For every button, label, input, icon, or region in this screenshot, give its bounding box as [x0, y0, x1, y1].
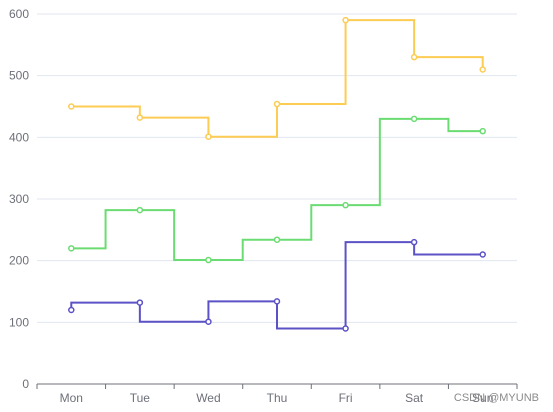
x-tick-label: Mon: [60, 391, 83, 405]
x-tick-label: Fri: [339, 391, 353, 405]
data-point: [410, 115, 418, 123]
x-tick-label: Sat: [405, 391, 424, 405]
watermark: CSDN @MYUNB: [453, 392, 539, 404]
y-tick-label: 200: [9, 254, 29, 268]
data-point: [342, 325, 349, 332]
data-point: [342, 16, 349, 24]
y-tick-label: 0: [22, 377, 29, 391]
data-point: [68, 306, 75, 314]
gridlines: [37, 13, 517, 323]
x-tick-label: Tue: [130, 391, 151, 405]
data-point: [342, 201, 349, 209]
data-point: [479, 251, 486, 258]
series-line: [70, 241, 483, 330]
series-3: [68, 16, 486, 140]
x-tick-label: Wed: [196, 391, 220, 405]
data-point: [205, 256, 212, 264]
y-tick-label: 600: [9, 7, 29, 21]
y-tick-label: 100: [9, 315, 29, 329]
data-point: [68, 103, 75, 110]
x-axis: Mon Tue Wed Thu Fri Sat Sun: [36, 383, 518, 405]
y-tick-label: 500: [9, 69, 29, 83]
x-tick-label: Thu: [267, 391, 288, 405]
data-point: [410, 53, 418, 61]
y-tick-label: 300: [9, 192, 29, 206]
data-point: [479, 127, 486, 135]
y-tick-label: 400: [9, 130, 29, 144]
data-point: [136, 299, 144, 306]
data-point: [68, 245, 75, 252]
series-1: [68, 238, 486, 332]
series-group: [68, 16, 486, 332]
x-tick-label: Sun: [472, 391, 493, 405]
data-point: [136, 206, 144, 214]
data-point: [273, 298, 281, 305]
data-point: [205, 133, 212, 140]
data-point: [205, 318, 212, 325]
data-point: [273, 100, 281, 108]
data-point: [410, 238, 418, 246]
y-axis: 0 100 200 300 400 500 600: [9, 7, 29, 391]
data-point: [273, 236, 281, 243]
data-point: [136, 114, 144, 121]
data-point: [479, 66, 486, 73]
series-2: [68, 115, 486, 264]
